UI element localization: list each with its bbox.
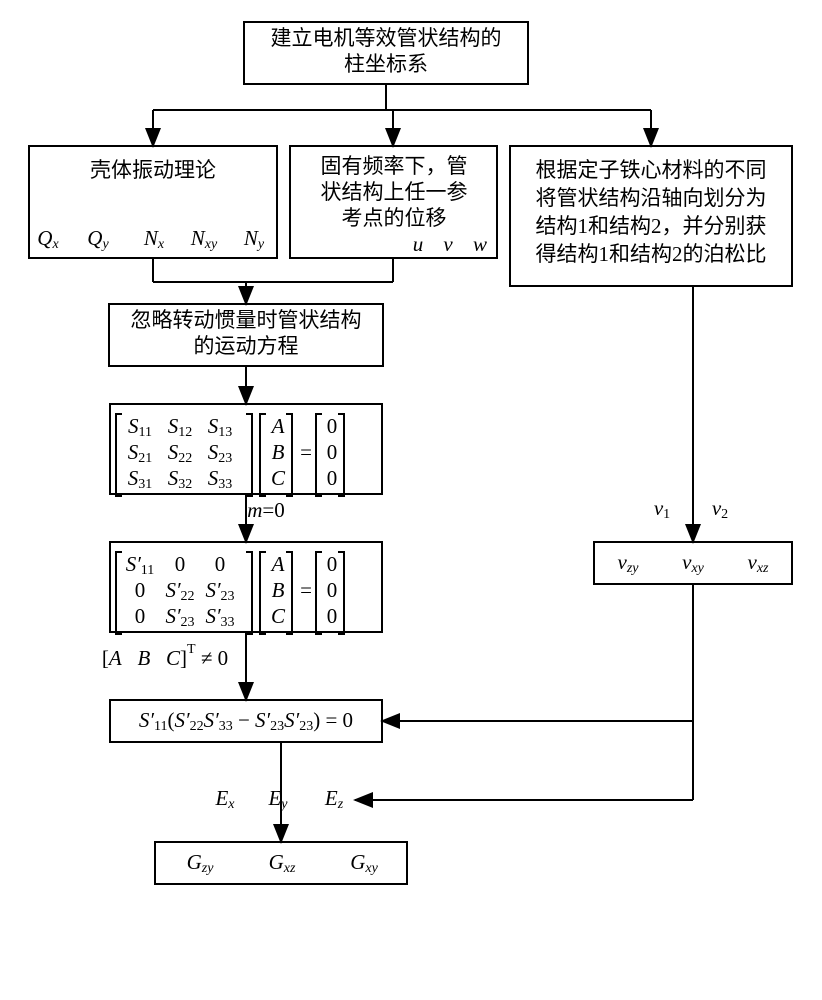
svg-text:C: C [271,466,286,490]
svg-text:根据定子铁心材料的不同: 根据定子铁心材料的不同 [536,158,767,182]
svg-text:得结构1和结构2的泊松比: 得结构1和结构2的泊松比 [536,242,767,266]
box-char: S′11(S′22S′33 − S′23S′23) = 0 [110,700,382,742]
svg-text:u: u [413,232,424,256]
svg-text:S′11(S′22S′33 − S′23S′23) = 0: S′11(S′22S′33 − S′23S′23) = 0 [139,708,353,734]
label-exyz: Ex Ey Ez [214,786,343,812]
svg-text:=: = [300,440,312,464]
svg-text:=: = [300,578,312,602]
svg-text:0: 0 [135,578,146,602]
svg-text:忽略转动惯量时管状结构: 忽略转动惯量时管状结构 [131,308,362,332]
svg-text:的运动方程: 的运动方程 [194,334,299,358]
svg-text:0: 0 [215,552,226,576]
svg-text:v1: v1 [654,496,670,522]
svg-text:0: 0 [327,466,338,490]
svg-text:[A B C]T ≠ 0: [A B C]T ≠ 0 [102,642,228,670]
svg-text:固有频率下，管: 固有频率下，管 [321,154,468,178]
box-matrix1: S11S12S13S21S22S23S31S32S33ABC=000 [110,404,382,496]
svg-text:B: B [272,440,285,464]
box-poisson: 根据定子铁心材料的不同 将管状结构沿轴向划分为 结构1和结构2，并分别获 得结构… [510,146,792,286]
box-nu: vzy vxy vxz [594,542,792,584]
label-m0: m=0 [247,498,285,522]
svg-text:Ey: Ey [267,786,288,812]
svg-text:建立电机等效管状结构的: 建立电机等效管状结构的 [271,26,502,50]
label-abct: [A B C]T ≠ 0 [102,642,228,670]
svg-text:Ex: Ex [214,786,235,812]
svg-text:v: v [443,232,453,256]
svg-text:将管状结构沿轴向划分为: 将管状结构沿轴向划分为 [536,186,767,210]
box-motion: 忽略转动惯量时管状结构 的运动方程 [109,304,383,366]
flowchart: 建立电机等效管状结构的 柱坐标系 壳体振动理论 Qx Qy Nx Nxy Ny … [0,0,822,1000]
svg-text:w: w [473,232,487,256]
svg-text:C: C [271,604,286,628]
svg-text:B: B [272,578,285,602]
svg-text:结构1和结构2，并分别获: 结构1和结构2，并分别获 [536,214,767,238]
box-shell: 壳体振动理论 Qx Qy Nx Nxy Ny [29,146,277,258]
svg-text:0: 0 [327,552,338,576]
svg-text:0: 0 [327,604,338,628]
box-top: 建立电机等效管状结构的 柱坐标系 [244,22,528,84]
svg-text:0: 0 [135,604,146,628]
svg-text:A: A [270,414,285,438]
svg-text:壳体振动理论: 壳体振动理论 [90,158,216,182]
svg-text:Ez: Ez [324,786,344,812]
svg-text:考点的位移: 考点的位移 [342,206,447,230]
label-v1v2: v1 v2 [654,496,728,522]
svg-text:0: 0 [327,578,338,602]
svg-text:柱坐标系: 柱坐标系 [344,52,428,76]
svg-text:v2: v2 [712,496,728,522]
box-disp: 固有频率下，管 状结构上任一参 考点的位移 u v w [290,146,497,258]
box-final: Gzy Gxz Gxy [155,842,407,884]
svg-text:0: 0 [175,552,186,576]
svg-text:0: 0 [327,414,338,438]
svg-text:状结构上任一参: 状结构上任一参 [321,180,468,204]
svg-text:0: 0 [327,440,338,464]
box-matrix2: S′11000S′22S′230S′23S′33ABC=000 [110,542,382,634]
svg-text:A: A [270,552,285,576]
